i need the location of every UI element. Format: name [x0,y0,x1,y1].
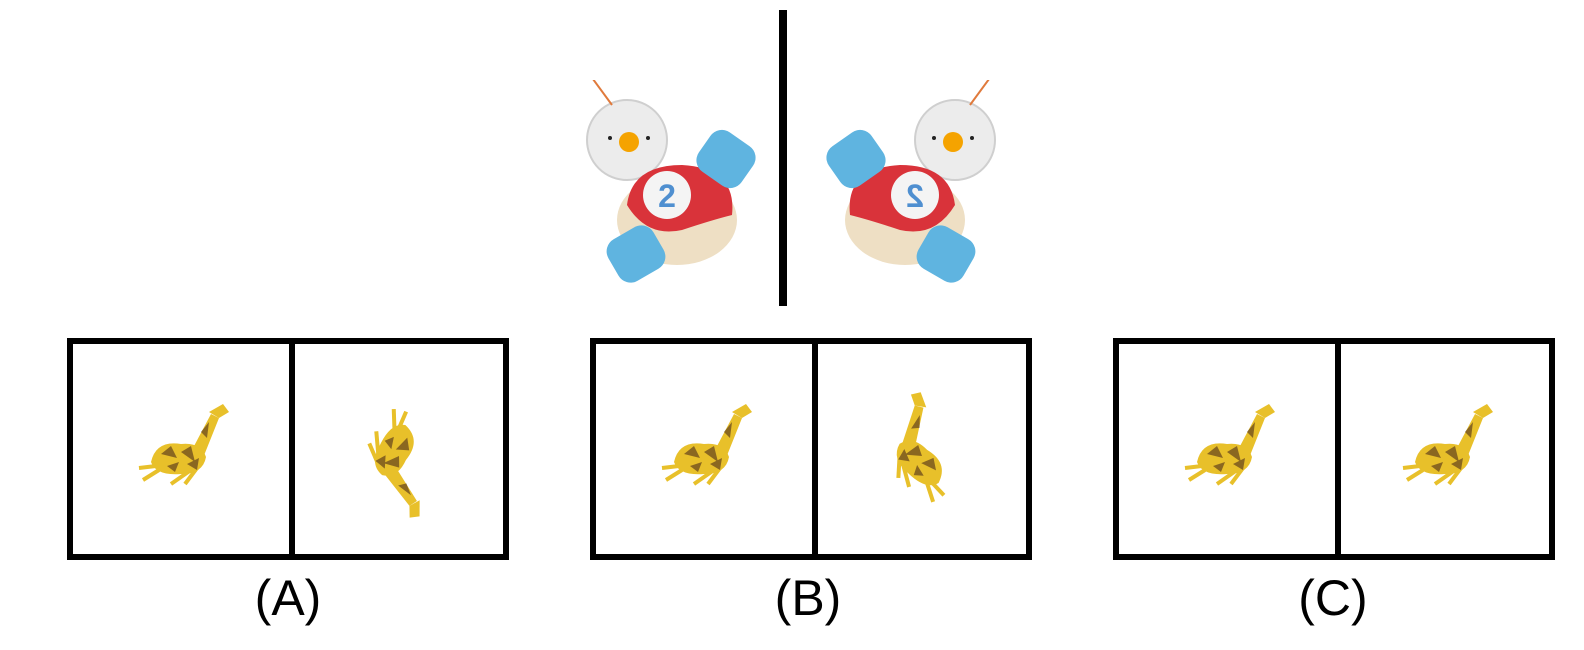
option-a-label: (A) [254,570,322,626]
option-b-right-cell [818,344,1026,554]
option-b-label: (B) [774,570,842,626]
option-a-divider [289,344,295,554]
mirror-line [779,10,787,306]
reference-toy-left [586,80,763,289]
giraffe-image [862,386,988,510]
option-c-left-cell [1119,344,1335,554]
giraffe-image [660,402,754,486]
option-c-divider [1335,344,1341,554]
option-a-left-cell [73,344,289,554]
option-a-right-cell [295,344,503,554]
reference-toy-right-mirrored [819,80,996,289]
giraffe-image [1183,402,1277,486]
option-a-panel[interactable] [67,338,509,560]
giraffe-image [345,401,464,524]
option-c-right-cell [1341,344,1549,554]
giraffe-image [1401,402,1495,486]
giraffe-image [137,402,231,486]
option-c-panel[interactable] [1113,338,1555,560]
option-b-left-cell [596,344,812,554]
option-c-label: (C) [1298,570,1368,626]
option-b-divider [812,344,818,554]
option-b-panel[interactable] [590,338,1032,560]
